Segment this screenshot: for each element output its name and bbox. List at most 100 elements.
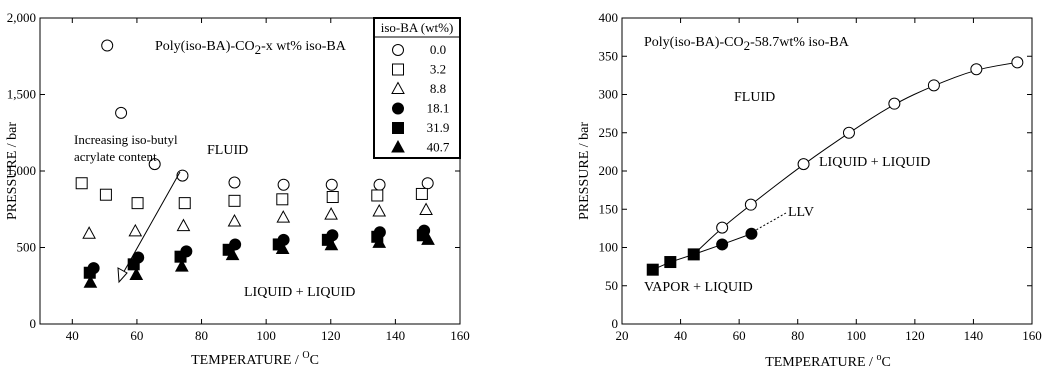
left-x-axis-label: TEMPERATURE / OC	[191, 350, 319, 368]
left-x-tick-label: 140	[386, 328, 406, 343]
data-point-8-8	[372, 204, 387, 217]
data-point-0-0	[148, 158, 161, 171]
data-point-31-9	[174, 250, 187, 263]
right-x-tick-label: 20	[616, 328, 629, 343]
legend-marker-18-1	[392, 102, 404, 115]
left-x-tick-label: 120	[321, 328, 341, 343]
right-x-tick-label: 140	[964, 328, 984, 343]
left-y-tick-label: 1,500	[7, 87, 36, 102]
data-point-0-0	[373, 178, 386, 191]
legend-entry-label: 40.7	[427, 140, 450, 155]
left-axes: 40 60 80 100 120 140 160 0 500 1,000 1,500 2,000	[7, 10, 470, 343]
left-y-tick-label: 2,000	[7, 10, 36, 25]
right-y-axis-label: PRESSURE / bar	[577, 122, 592, 220]
data-point-8-8	[82, 226, 96, 239]
right-y-tick-label: 250	[599, 125, 619, 140]
data-point-0-0	[277, 178, 290, 191]
llv-label: LLV	[788, 205, 814, 220]
left-y-tick-label: 500	[17, 240, 37, 255]
data-point-40-7	[275, 241, 290, 255]
data-point-0-0	[176, 169, 189, 182]
data-point-3-2	[276, 193, 289, 206]
data-point-8-8	[419, 202, 433, 216]
llv-pointer	[755, 212, 787, 231]
legend-marker-31-9	[392, 122, 404, 134]
vapor-liquid-point	[664, 256, 677, 269]
data-point-3-2	[99, 188, 112, 201]
cloud-point	[970, 63, 983, 76]
cloud-point	[927, 79, 940, 92]
right-x-tick-label: 40	[674, 328, 687, 343]
data-point-40-7	[324, 237, 339, 251]
legend-marker-40-7	[391, 139, 405, 153]
arrow-annotation-line2: acrylate content	[74, 149, 157, 164]
data-point-8-8	[176, 218, 191, 232]
right-x-tick-label: 160	[1022, 328, 1042, 343]
left-y-tick-label: 0	[30, 316, 37, 331]
legend-marker-8-8	[391, 81, 405, 94]
data-point-3-2	[131, 197, 144, 210]
legend-entry-label: 31.9	[427, 120, 450, 135]
right-plot-frame	[621, 17, 1033, 325]
cloud-point	[716, 221, 729, 234]
right-system-label: Poly(iso-BA)-CO2-58.7wt% iso-BA	[644, 35, 850, 53]
left-x-tick-label: 80	[195, 328, 208, 343]
right-axes: 20 40 60 80 100 120 140 160 0 50 100 150 200 250 300 35…	[599, 10, 1042, 343]
right-y-tick-label: 350	[599, 48, 619, 63]
data-point-3-2	[371, 189, 384, 202]
legend-entry-label: 18.1	[427, 101, 450, 116]
right-y-tick-label: 100	[599, 240, 619, 255]
data-point-3-2	[75, 177, 88, 190]
right-x-tick-label: 120	[905, 328, 925, 343]
data-point-3-2	[326, 191, 339, 204]
data-point-0-0	[421, 177, 434, 190]
vapor-liquid-label: VAPOR + LIQUID	[644, 280, 753, 295]
left-x-tick-label: 100	[256, 328, 276, 343]
data-point-40-7	[372, 235, 387, 248]
left-data-points	[75, 39, 435, 288]
left-x-tick-label: 60	[130, 328, 143, 343]
data-point-3-2	[178, 197, 191, 210]
trend-arrowhead-icon	[117, 267, 128, 284]
right-y-tick-label: 300	[599, 87, 619, 102]
right-x-tick-label: 60	[733, 328, 746, 343]
cloud-point	[797, 158, 810, 171]
data-point-40-7	[83, 275, 98, 288]
left-y-axis-label: PRESSURE / bar	[5, 122, 20, 220]
arrow-annotation-line1: Increasing iso-butyl	[74, 132, 178, 147]
data-point-40-7	[421, 232, 435, 245]
legend-entries: 0.0 3.2 8.8 18.1 31.9 40.7	[391, 42, 450, 155]
data-point-3-2	[228, 194, 241, 207]
left-x-tick-label: 160	[450, 328, 470, 343]
right-liquid-liquid-label: LIQUID + LIQUID	[819, 155, 930, 170]
legend-entry-label: 3.2	[430, 62, 446, 77]
data-point-8-8	[227, 213, 242, 227]
trend-arrow	[121, 171, 181, 276]
right-y-tick-label: 50	[605, 278, 618, 293]
legend-marker-0-0	[392, 44, 404, 56]
legend-entry-label: 0.0	[430, 42, 446, 57]
data-point-0-0	[228, 176, 241, 189]
left-x-tick-label: 40	[66, 328, 79, 343]
data-point-0-0	[115, 106, 128, 119]
right-x-tick-label: 80	[791, 328, 804, 343]
left-chart: 40 60 80 100 120 140 160 0 500 1,000 1,500 2,000 Po…	[5, 10, 470, 368]
cloud-point	[1011, 56, 1024, 69]
right-fluid-label: FLUID	[734, 90, 775, 105]
data-point-0-0	[325, 178, 338, 191]
data-point-40-7	[225, 247, 240, 261]
left-liquid-liquid-label: LIQUID + LIQUID	[244, 285, 355, 300]
left-y-tick-label: 1,000	[7, 163, 36, 178]
vapor-liquid-point	[646, 263, 659, 276]
data-point-40-7	[129, 267, 144, 281]
right-y-tick-label: 400	[599, 10, 619, 25]
legend-title: iso-BA (wt%)	[381, 20, 454, 35]
data-point-8-8	[128, 223, 143, 237]
left-system-label: Poly(iso-BA)-CO2-x wt% iso-BA	[155, 39, 347, 57]
vapor-liquid-point	[687, 248, 700, 261]
llv-point	[716, 238, 729, 251]
data-point-40-7	[174, 259, 189, 272]
right-x-axis-label: TEMPERATURE / oC	[765, 352, 891, 370]
cloud-point	[842, 126, 855, 139]
